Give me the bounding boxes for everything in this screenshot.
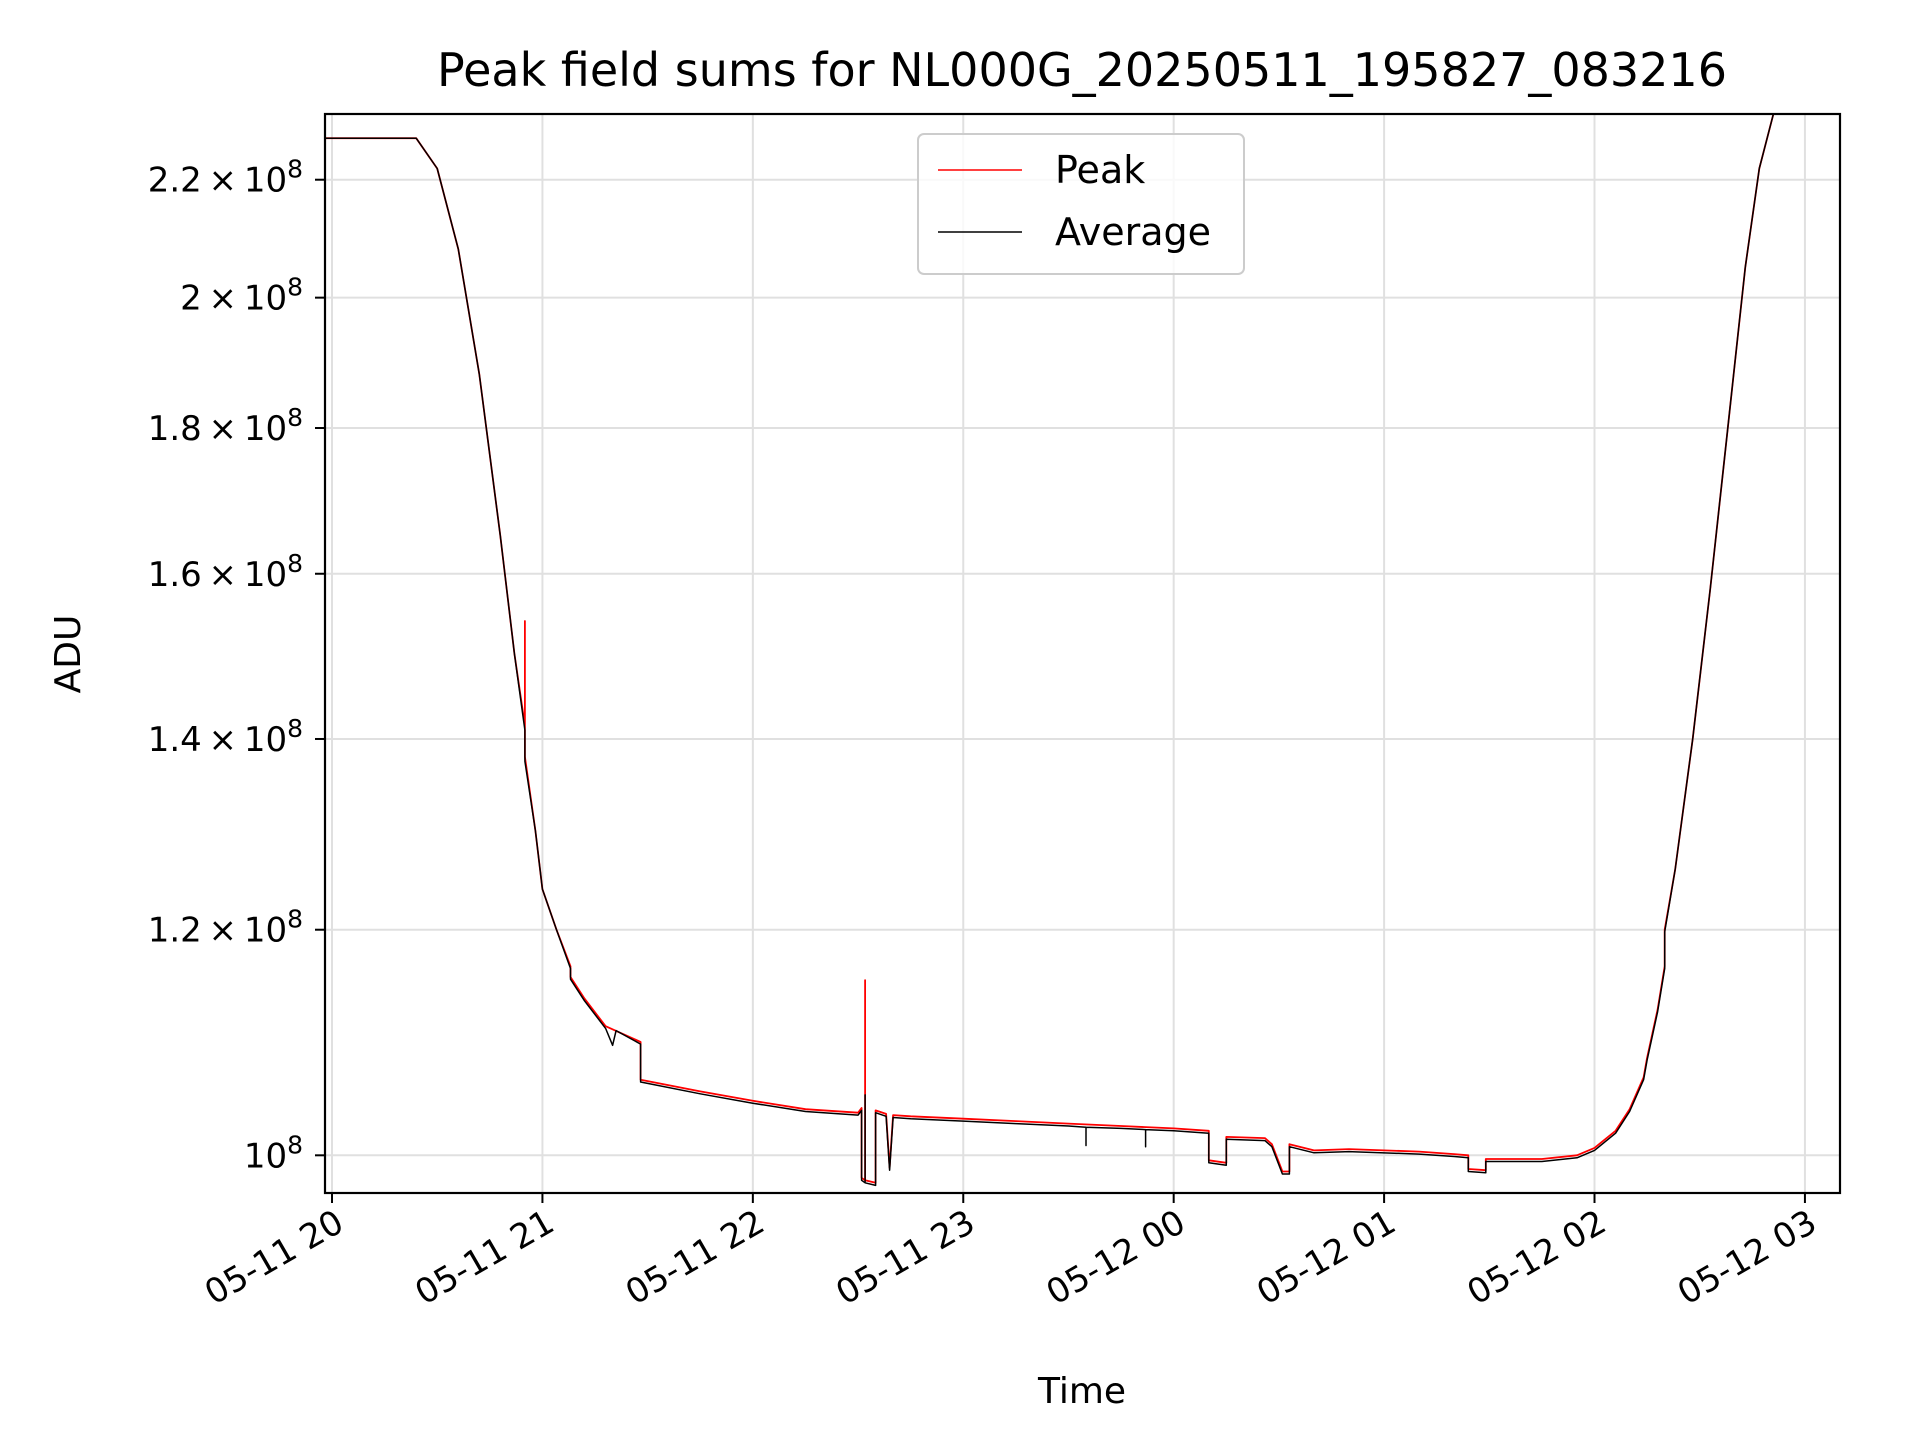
plot-area-frame: [323, 112, 1842, 1195]
chart-title: Peak field sums for NL000G_20250511_1958…: [437, 43, 1727, 97]
y-tick-label: 2.2 × 108: [148, 155, 303, 201]
y-tick-label: 1.2 × 108: [148, 905, 303, 951]
legend-label-average: Average: [1055, 210, 1211, 254]
x-axis-label: Time: [1037, 1371, 1126, 1412]
y-tick-label: 1.8 × 108: [148, 403, 303, 449]
y-tick-label: 2 × 108: [180, 273, 303, 319]
legend: Peak Average: [917, 133, 1245, 275]
legend-label-peak: Peak: [1055, 148, 1145, 192]
y-tick-label: 1.4 × 108: [148, 714, 303, 760]
legend-box: [917, 133, 1245, 275]
y-axis-label: ADU: [48, 615, 89, 694]
y-axis: 108 1.2 × 108 1.4 × 108 1.6 × 108 1.8 × 108 2…: [148, 155, 325, 1176]
y-tick-label: 108: [244, 1130, 303, 1176]
y-tick-label: 1.6 × 108: [148, 549, 303, 595]
series-line-average: [325, 114, 1805, 1187]
series-lines: [325, 114, 1805, 1187]
